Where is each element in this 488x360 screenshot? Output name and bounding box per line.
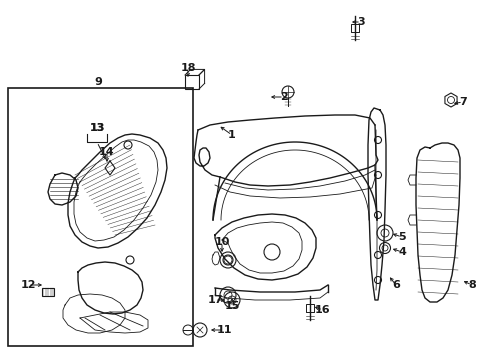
- Text: 5: 5: [397, 232, 405, 242]
- Text: 13: 13: [89, 123, 104, 133]
- Text: 11: 11: [216, 325, 231, 335]
- Text: 17: 17: [207, 295, 223, 305]
- Text: 14: 14: [99, 147, 115, 157]
- Text: 7: 7: [458, 97, 466, 107]
- Bar: [42, 288, 54, 296]
- Bar: [305, 304, 313, 312]
- Text: 18: 18: [180, 63, 195, 73]
- Text: 6: 6: [391, 280, 399, 290]
- Text: 15: 15: [224, 301, 239, 311]
- Text: 9: 9: [94, 77, 102, 87]
- Text: 2: 2: [280, 92, 287, 102]
- Bar: [184, 75, 199, 89]
- Text: 4: 4: [397, 247, 405, 257]
- Text: 10: 10: [214, 237, 229, 247]
- Text: 3: 3: [356, 17, 364, 27]
- Text: 8: 8: [467, 280, 475, 290]
- Text: 16: 16: [315, 305, 330, 315]
- Bar: [8, 88, 193, 346]
- Text: 12: 12: [20, 280, 36, 290]
- Bar: [350, 24, 358, 32]
- Text: 13: 13: [89, 123, 104, 133]
- Text: 1: 1: [228, 130, 235, 140]
